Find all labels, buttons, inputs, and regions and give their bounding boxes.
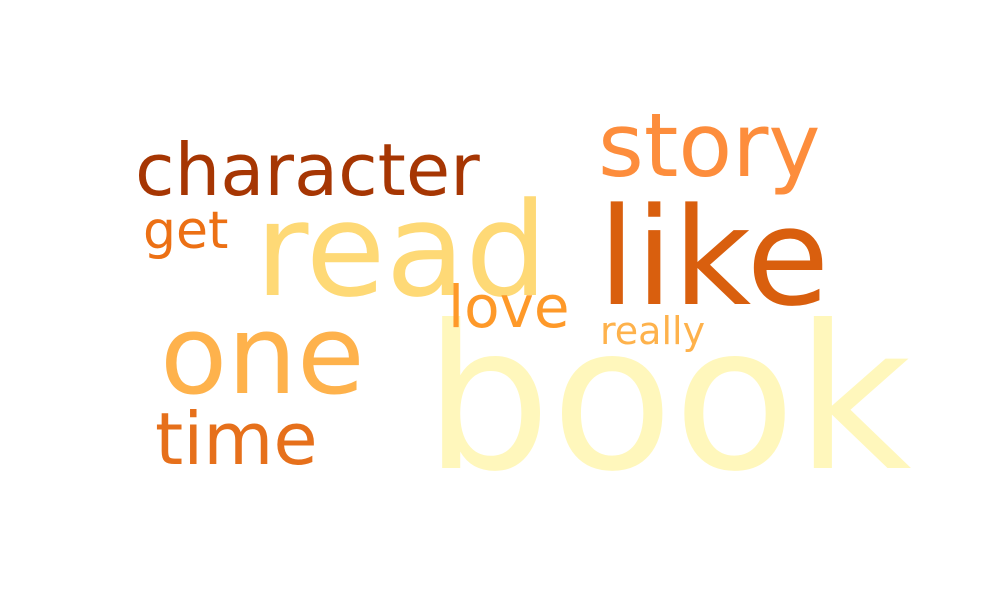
word-read: read bbox=[255, 174, 548, 326]
word-time: time bbox=[155, 397, 318, 481]
word-character: character bbox=[135, 128, 480, 212]
word-like: like bbox=[598, 179, 830, 336]
word-really: really bbox=[600, 309, 706, 353]
word-book: book bbox=[424, 283, 912, 516]
word-story: story bbox=[598, 94, 821, 197]
word-one: one bbox=[160, 291, 365, 419]
word-get: get bbox=[143, 201, 229, 261]
word-love: love bbox=[448, 273, 570, 341]
